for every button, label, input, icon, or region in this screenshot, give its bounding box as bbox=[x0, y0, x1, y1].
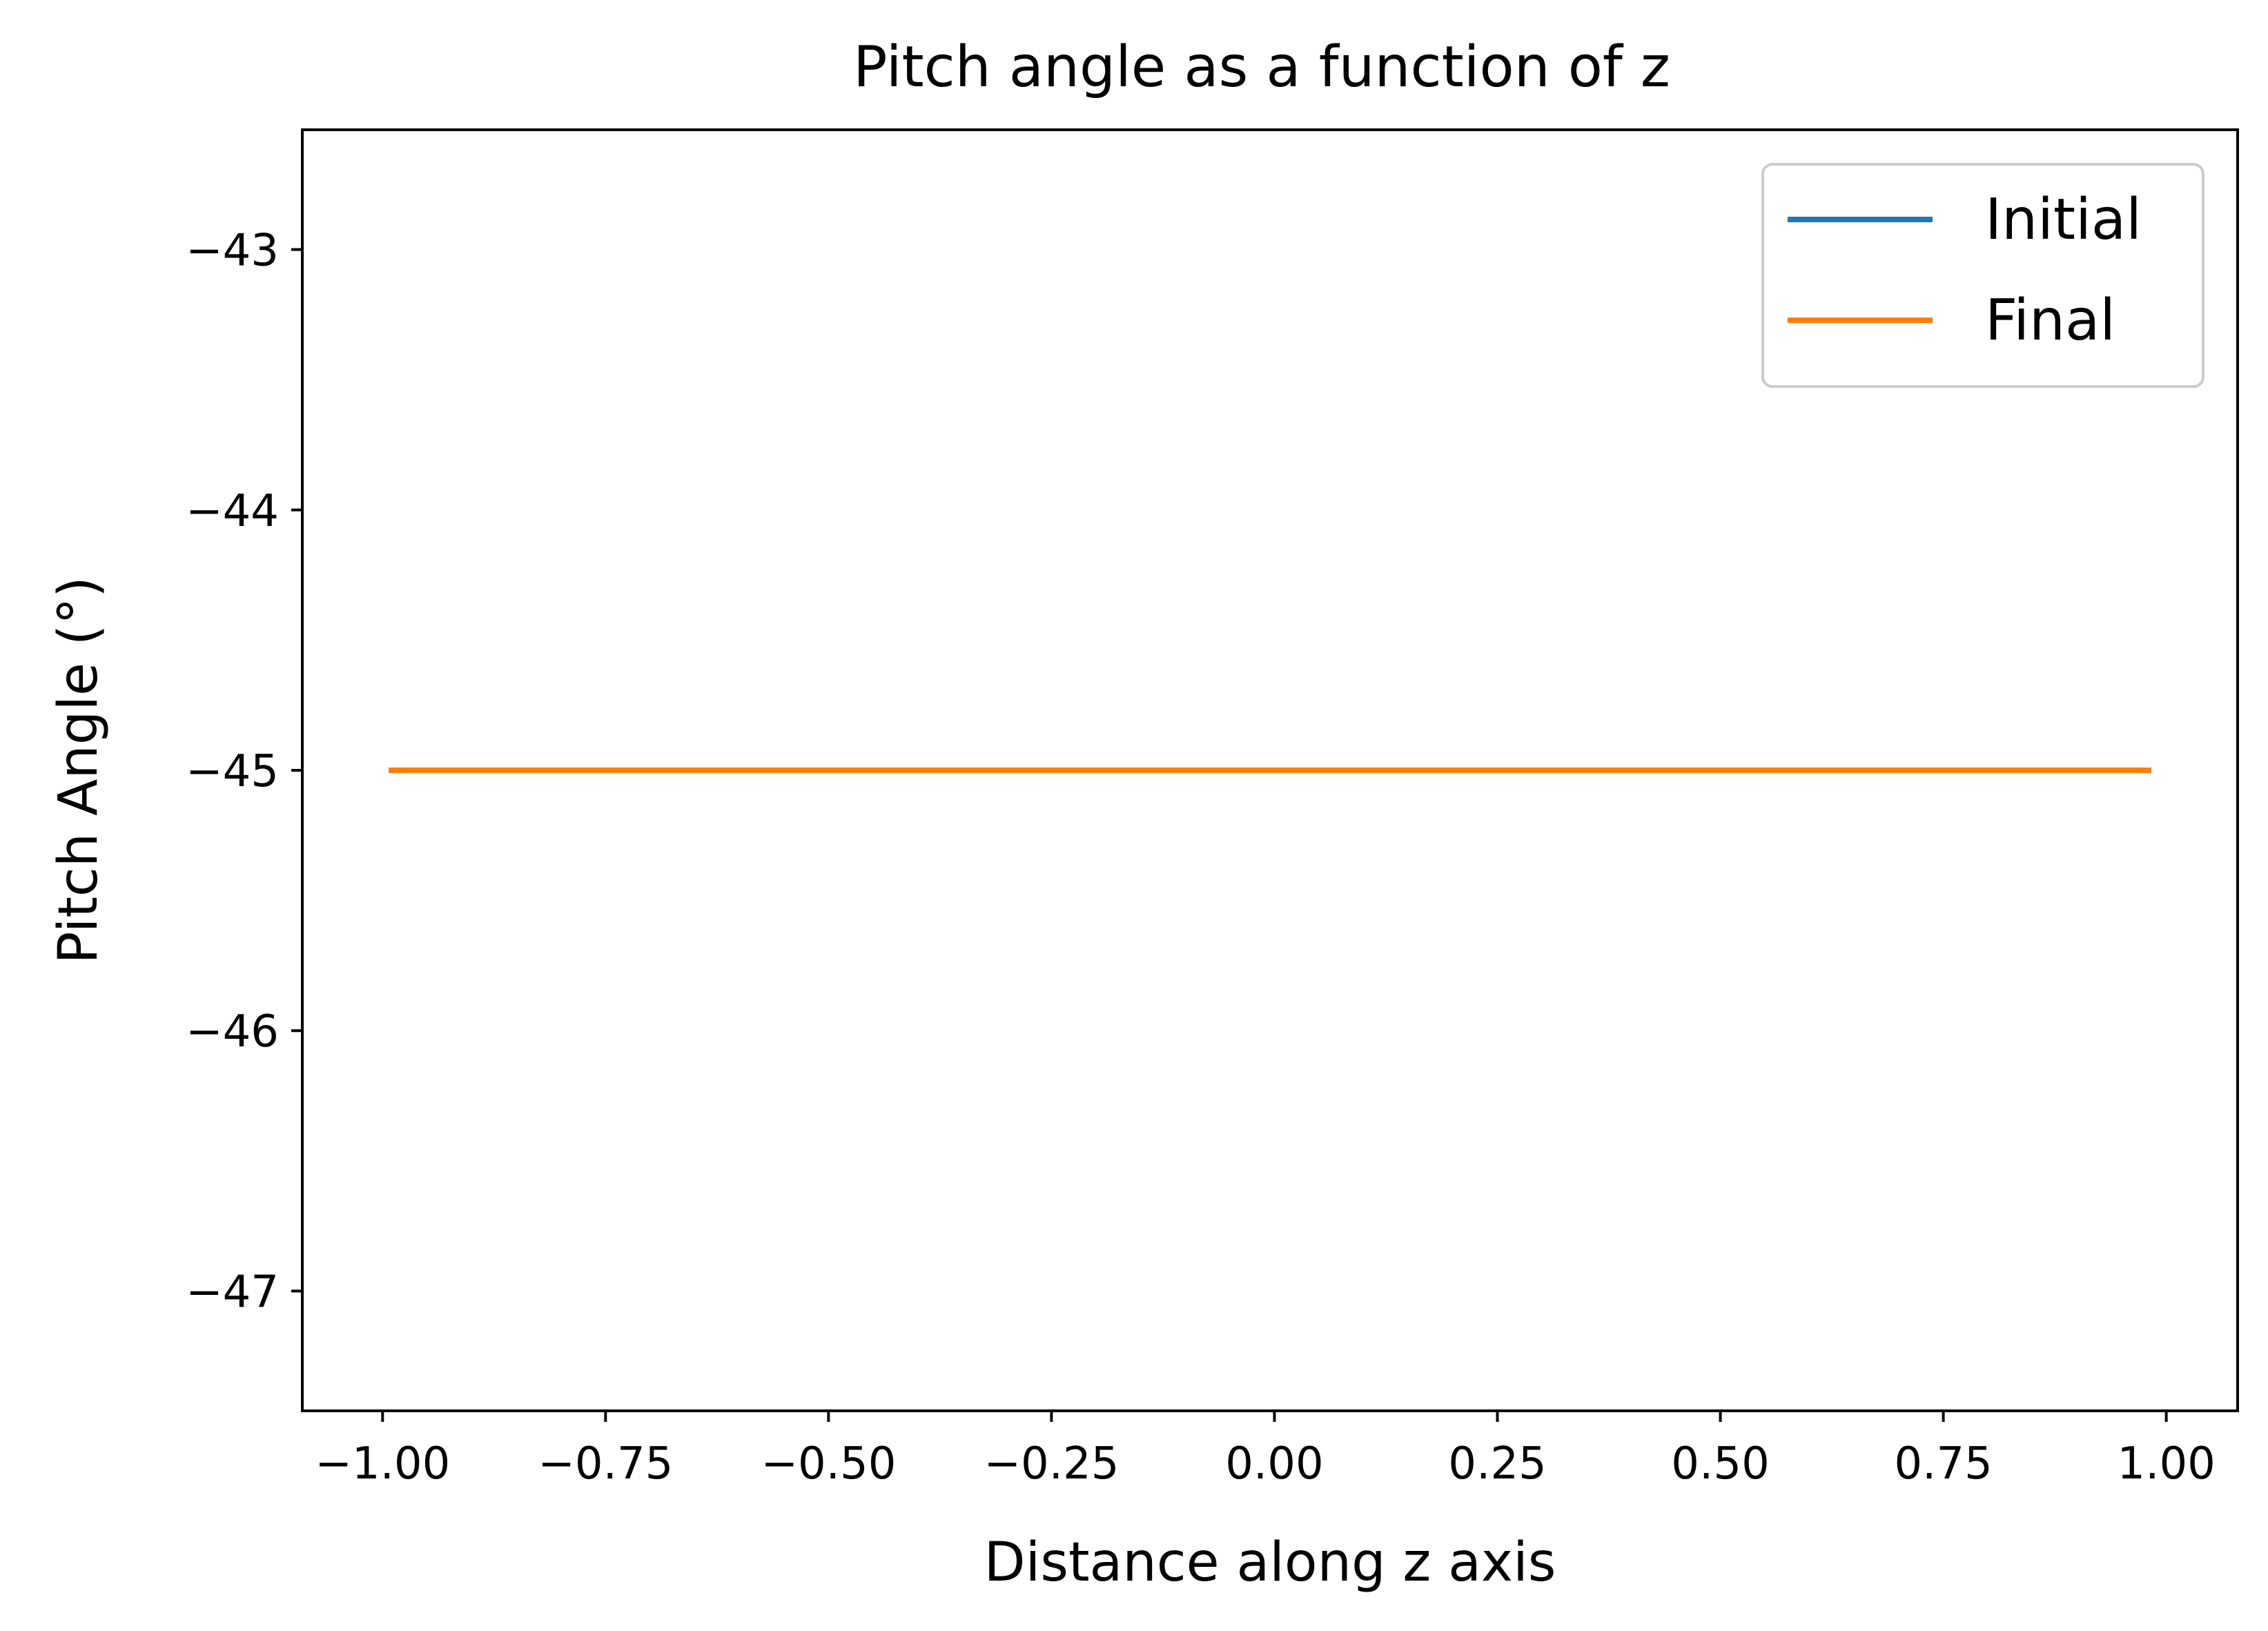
x-tick-label: −1.00 bbox=[315, 1438, 450, 1490]
x-tick-label: 0.50 bbox=[1671, 1438, 1770, 1490]
x-tick-label: 0.25 bbox=[1448, 1438, 1547, 1490]
chart-title: Pitch angle as a function of z bbox=[853, 35, 1670, 100]
y-tick-label: −43 bbox=[186, 226, 279, 277]
x-tick-label: −0.50 bbox=[761, 1438, 896, 1490]
y-tick-label: −45 bbox=[186, 746, 279, 797]
legend-entries: Initial Final bbox=[1788, 187, 2142, 353]
y-tick-label: −46 bbox=[186, 1006, 279, 1057]
y-axis-ticks: −43 −44 −45 −46 −47 bbox=[186, 226, 302, 1318]
x-tick-label: 1.00 bbox=[2117, 1438, 2216, 1490]
y-axis-label: Pitch Angle (°) bbox=[48, 576, 110, 964]
legend: Initial Final bbox=[1761, 163, 2205, 388]
x-tick-label: −0.25 bbox=[984, 1438, 1119, 1490]
x-axis-ticks: −1.00 −0.75 −0.50 −0.25 0.00 0.25 0.50 0.75 1.00 bbox=[315, 1411, 2216, 1490]
legend-label-final: Final bbox=[1985, 288, 2115, 353]
plot-frame bbox=[301, 128, 2239, 1412]
legend-label-initial: Initial bbox=[1985, 187, 2142, 253]
y-tick-label: −44 bbox=[186, 486, 279, 537]
x-axis-label: Distance along z axis bbox=[984, 1532, 1556, 1594]
x-tick-label: 0.00 bbox=[1225, 1438, 1324, 1490]
x-tick-label: 0.75 bbox=[1894, 1438, 1993, 1490]
y-tick-label: −47 bbox=[186, 1267, 279, 1318]
x-tick-label: −0.75 bbox=[538, 1438, 673, 1490]
